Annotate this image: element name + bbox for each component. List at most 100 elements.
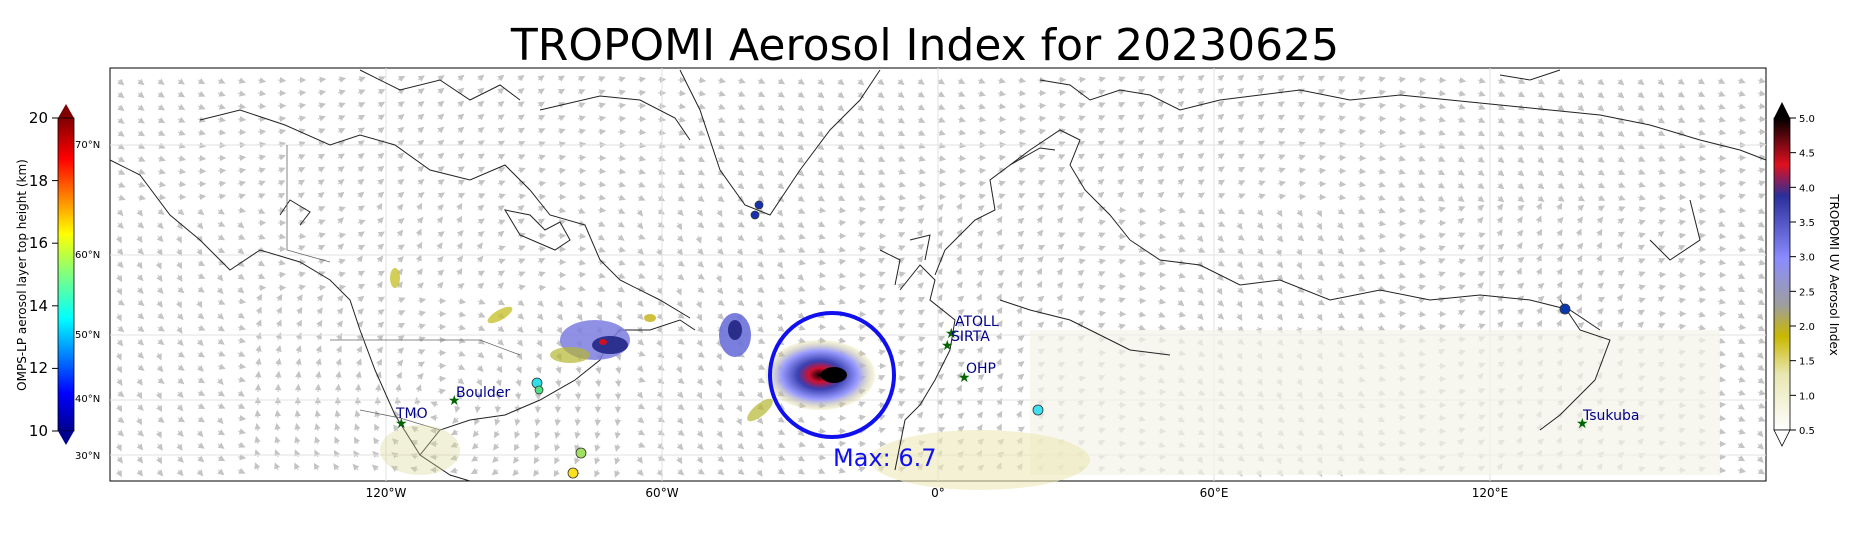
wind-arrow [437,87,445,95]
wind-arrow [337,166,345,173]
wind-arrow [337,128,346,135]
lat-tick: 30°N [75,451,100,462]
wind-arrow [837,117,845,125]
wind-arrow [1637,155,1646,162]
wind-arrow [1537,143,1545,151]
wind-arrow [577,102,586,109]
wind-arrow [857,323,867,331]
wind-arrow [1457,90,1467,97]
wind-arrow [277,154,286,161]
wind-arrow [1557,156,1565,164]
wind-arrow [1597,156,1605,163]
wind-arrow [477,74,485,82]
wind-arrow [477,153,485,160]
wind-arrow [375,383,382,393]
wind-arrow [977,103,987,110]
wind-arrow [817,143,825,151]
wind-arrow [237,415,247,422]
wind-arrow [397,165,405,173]
wind-arrow [1077,115,1086,122]
wind-arrow [1077,153,1086,160]
wind-arrow [1557,117,1565,125]
wind-arrow [1397,219,1407,227]
wind-arrow [1577,156,1585,164]
wind-arrow [777,91,785,98]
lat-tick: 40°N [75,394,100,405]
wind-arrow [557,154,567,161]
wind-arrow [1317,115,1326,122]
wind-arrow [717,77,727,84]
wind-arrow [497,87,505,95]
wind-arrow [1157,139,1165,147]
wind-arrow [1257,154,1266,161]
wind-arrow [1197,113,1205,121]
wind-arrow [817,78,825,86]
wind-arrow [574,417,581,427]
wind-arrow [1517,130,1525,138]
wind-arrow [957,90,966,97]
wind-arrow [1077,102,1086,109]
wind-arrow [317,89,327,96]
wind-arrow [1137,101,1146,108]
wind-arrow [1497,90,1506,97]
wind-arrow [1257,140,1266,147]
wind-arrow [1157,88,1165,95]
wind-arrow [677,116,687,123]
wind-arrow [1537,156,1545,164]
wind-arrow [897,155,906,162]
wind-arrow [1497,104,1506,110]
plume-core [821,367,847,383]
wind-arrow [837,143,845,151]
longitude-axis: 120°W 60°W 0° 60°E 120°E [366,486,1509,500]
wind-arrow [937,91,946,98]
wind-arrow [1717,103,1726,110]
wind-arrow [537,154,546,161]
wind-arrow [1137,232,1147,240]
right-cb-tick: 2.0 [1799,322,1815,333]
wind-arrow [1677,91,1685,98]
wind-arrow [1017,77,1027,84]
wind-arrow [1337,115,1346,122]
wind-arrow [1617,143,1625,150]
site-label-boulder: Boulder [456,385,510,401]
wind-arrow [597,206,607,214]
wind-arrow [1757,77,1767,84]
haze-region [1030,330,1720,475]
wind-arrow [357,114,366,121]
wind-arrow [497,74,505,82]
wind-arrow [157,104,166,111]
wind-arrow [977,116,987,123]
wind-arrow [317,102,327,109]
wind-arrow [457,74,465,82]
wind-arrow [717,156,725,163]
wind-arrow [337,76,347,83]
smoke-plume [765,340,875,410]
wind-arrow [1637,91,1645,99]
wind-arrow [1097,127,1106,134]
wind-arrow [477,113,485,121]
wind-arrow [357,140,365,147]
wind-arrow [437,75,445,82]
wind-arrow [1577,91,1585,99]
wind-arrow [497,127,505,134]
wind-arrow [117,130,125,137]
wind-arrow [1657,78,1665,86]
wind-arrow [857,104,865,112]
wind-arrow [617,76,626,83]
wind-arrow [294,409,301,419]
wind-arrow [1657,271,1667,279]
wind-arrow [857,78,865,86]
wind-arrow [1277,114,1286,121]
wind-arrow [237,154,247,162]
wind-arrow [617,102,627,109]
wind-arrow [1377,76,1386,83]
lon-tick: 0° [931,486,945,500]
wind-arrow [397,114,405,121]
wind-arrow [1297,154,1306,161]
wind-arrow [197,154,207,162]
wind-arrow [317,153,326,160]
wind-arrow [817,91,825,99]
wind-arrow [1497,77,1506,84]
wind-arrow [1477,90,1486,97]
